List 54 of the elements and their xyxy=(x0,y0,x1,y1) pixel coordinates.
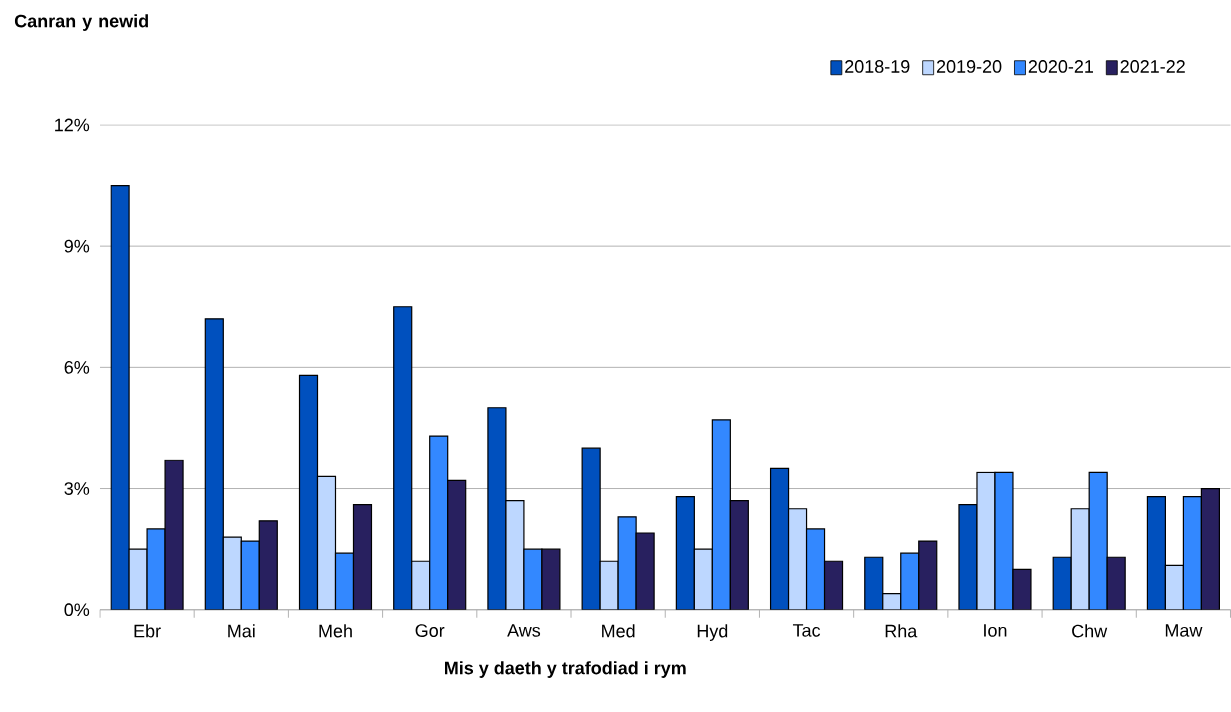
bar xyxy=(335,553,354,610)
bar xyxy=(730,500,749,610)
bar xyxy=(205,319,224,610)
x-tick-label: Gor xyxy=(415,624,445,638)
y-tick-label: 12% xyxy=(55,118,90,132)
legend-label: 2019-20 xyxy=(936,60,1002,73)
y-tick-label: 6% xyxy=(64,361,90,374)
x-tick-label: Maw xyxy=(1165,624,1203,637)
y-axis-title: Canran y newid xyxy=(14,14,148,32)
bar xyxy=(1182,496,1202,610)
bar xyxy=(353,504,372,610)
bar xyxy=(299,375,318,610)
x-tick-label: Hyd xyxy=(697,624,728,642)
y-tick-label: 9% xyxy=(64,239,90,253)
bar xyxy=(447,480,466,610)
bar xyxy=(900,553,919,610)
bar xyxy=(1107,557,1126,610)
x-tick-label: Tac xyxy=(792,624,821,637)
x-tick-label: Ion xyxy=(984,624,1007,637)
bar xyxy=(1146,496,1166,610)
bar xyxy=(259,521,278,610)
bar xyxy=(393,306,412,610)
x-tick-label: Med xyxy=(602,624,635,638)
bar xyxy=(770,468,789,610)
y-tick-label: 3% xyxy=(64,482,90,496)
bar xyxy=(824,561,843,610)
bar xyxy=(1053,557,1072,610)
bar xyxy=(1164,564,1184,610)
bar xyxy=(223,537,242,610)
bar xyxy=(864,557,883,610)
bar xyxy=(411,561,430,610)
bar xyxy=(676,496,695,610)
bar xyxy=(788,508,807,610)
bar xyxy=(1089,472,1108,610)
legend-label: 2018-19 xyxy=(845,60,910,73)
x-tick-label: Rha xyxy=(885,624,918,638)
x-tick-label: Meh xyxy=(319,624,352,638)
bar xyxy=(1200,488,1220,610)
bar xyxy=(918,541,937,610)
x-axis-title: Mis y daeth y trafodiad i rym xyxy=(445,661,686,679)
legend-label: 2020-21 xyxy=(1028,60,1094,73)
bar xyxy=(317,476,336,610)
y-tick-label: 0% xyxy=(64,603,90,617)
x-tick-label: Aws xyxy=(507,624,541,637)
x-tick-label: Chw xyxy=(1072,624,1108,638)
bar xyxy=(1071,508,1090,610)
bar xyxy=(241,541,260,610)
x-tick-label: Mai xyxy=(228,624,255,638)
bar xyxy=(429,436,448,610)
legend-label: 2021-22 xyxy=(1120,60,1185,73)
bar xyxy=(806,529,825,610)
bar xyxy=(712,420,731,610)
bar xyxy=(694,549,713,610)
x-tick-label: Ebr xyxy=(134,624,161,638)
